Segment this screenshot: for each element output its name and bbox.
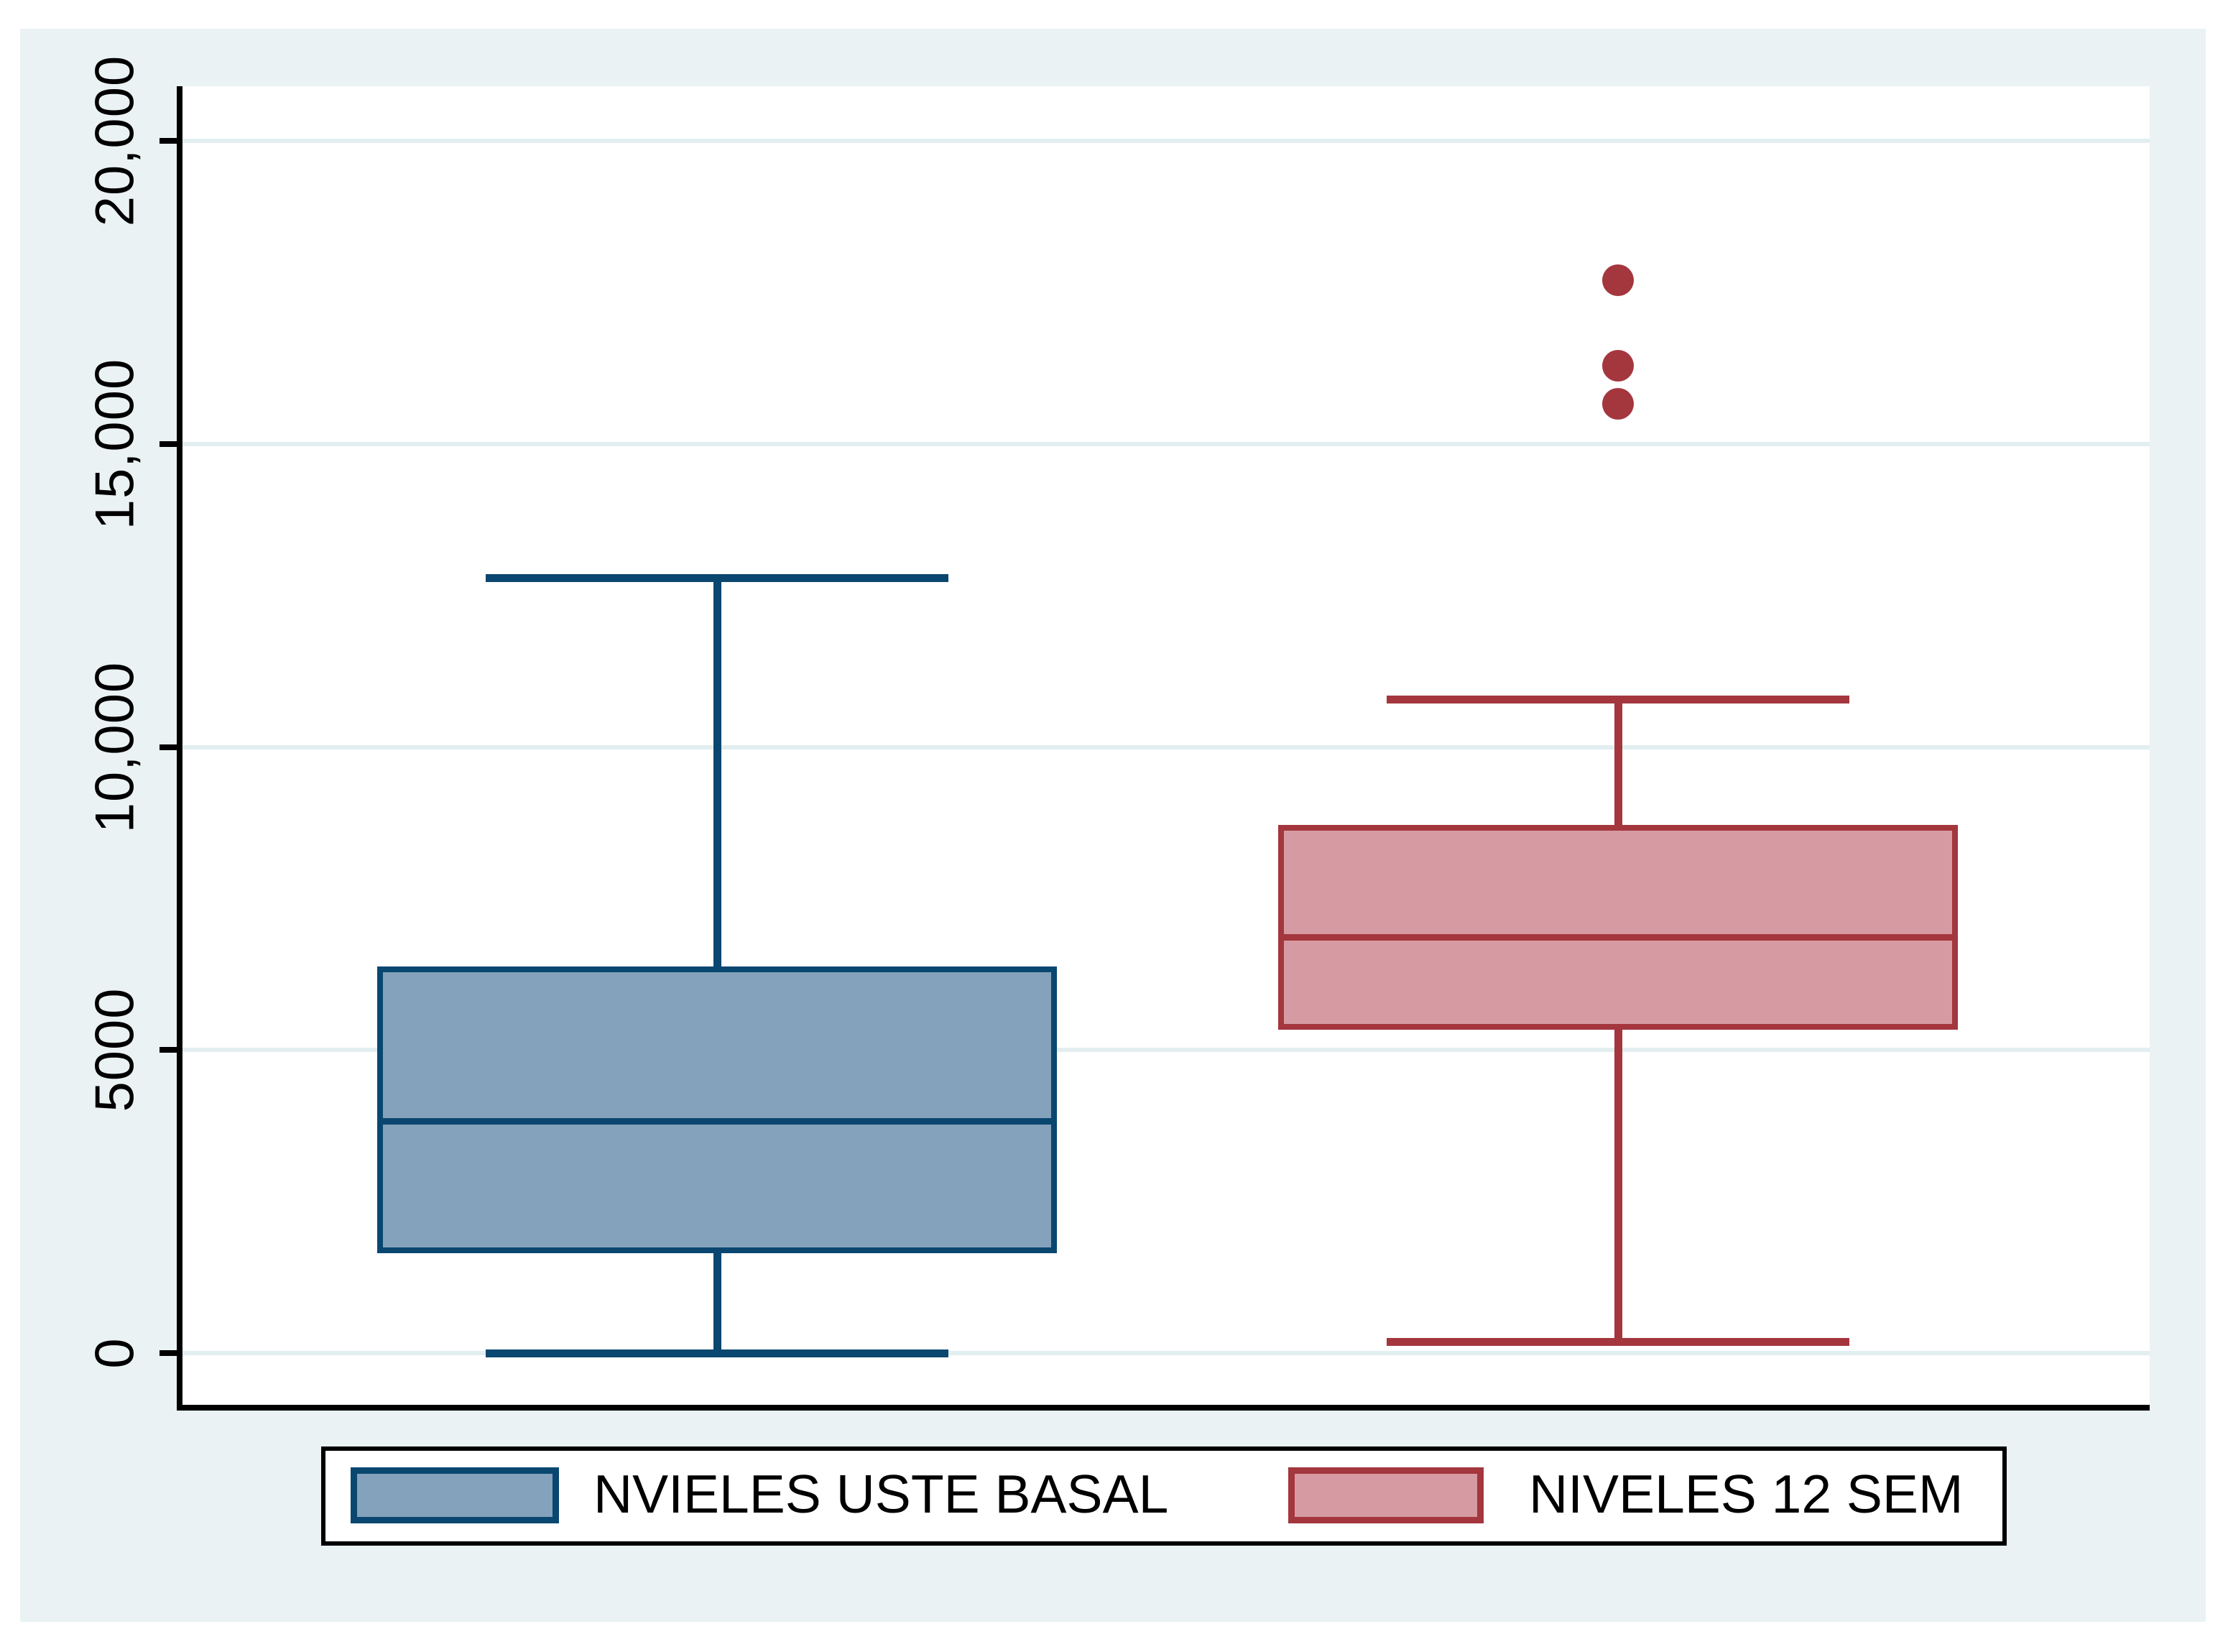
outlier-dot [1602, 388, 1634, 420]
iqr-box [1278, 824, 1958, 1030]
lower-whisker-cap [486, 1349, 948, 1357]
y-tick-label: 20,000 [84, 55, 146, 227]
legend: NVIELES USTE BASAL NIVELES 12 SEM [321, 1446, 2007, 1546]
y-tick [160, 440, 177, 447]
legend-label-basal: NVIELES USTE BASAL [593, 1464, 1169, 1524]
median-line [383, 1118, 1051, 1125]
y-tick-label: 0 [84, 1337, 146, 1369]
lower-whisker-cap [1387, 1337, 1849, 1346]
upper-whisker-cap [486, 573, 948, 582]
gridline [182, 1351, 2150, 1355]
upper-whisker-stem [1614, 699, 1622, 825]
y-tick-label: 5000 [84, 987, 146, 1112]
legend-swatch-12sem [1288, 1467, 1484, 1523]
gridline [182, 139, 2150, 144]
y-tick [160, 744, 177, 750]
median-line [1284, 934, 1952, 941]
y-tick [160, 1047, 177, 1053]
legend-swatch-basal [351, 1467, 559, 1523]
y-axis-line [177, 86, 182, 1411]
lower-whisker-stem [1614, 1029, 1622, 1342]
y-tick [160, 1350, 177, 1356]
lower-whisker-stem [713, 1252, 721, 1353]
gridline [182, 744, 2150, 749]
y-tick [160, 138, 177, 144]
x-axis-line [177, 1405, 2150, 1411]
upper-whisker-stem [713, 577, 721, 966]
outlier-dot [1602, 350, 1634, 382]
legend-label-12sem: NIVELES 12 SEM [1529, 1464, 1964, 1524]
upper-whisker-cap [1387, 696, 1849, 704]
y-tick-label: 10,000 [84, 661, 146, 833]
outlier-dot [1602, 264, 1634, 297]
gridline [182, 1048, 2150, 1053]
iqr-box [377, 966, 1057, 1253]
y-tick-label: 15,000 [84, 358, 146, 530]
gridline [182, 441, 2150, 446]
